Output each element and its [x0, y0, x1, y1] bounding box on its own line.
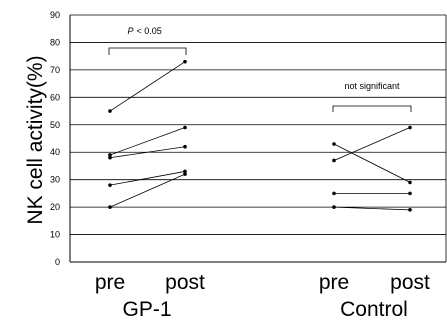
- subject-line: [109, 127, 186, 156]
- group-label: Control: [340, 298, 408, 321]
- data-point-post: [183, 144, 187, 149]
- data-point-pre: [108, 153, 112, 157]
- y-tick-label: 0: [55, 257, 60, 267]
- series-group-gp-1: [108, 59, 187, 209]
- axes: [69, 15, 447, 263]
- x-tick-label-pre: pre: [95, 271, 125, 294]
- data-point-pre: [332, 142, 336, 146]
- grid-lines: [70, 14, 446, 235]
- x-tick-label-pre: pre: [319, 271, 349, 294]
- y-tick-label: 90: [50, 10, 60, 20]
- significance-bracket: [332, 105, 412, 112]
- significance-bracket: [108, 47, 187, 55]
- data-point-pre: [108, 109, 112, 113]
- data-point-post: [183, 172, 187, 176]
- data-point-pre: [332, 191, 336, 196]
- data-point-post: [408, 208, 412, 212]
- data-point-post: [408, 125, 412, 130]
- annotations: P < 0.05 not significant: [108, 26, 412, 112]
- subject-line: [333, 127, 411, 161]
- subject-line: [109, 146, 186, 159]
- subject-line: [333, 206, 411, 211]
- data-point-pre: [108, 183, 112, 187]
- y-tick-label: 10: [50, 230, 60, 240]
- data-point-post: [183, 169, 187, 174]
- significance-text: not significant: [344, 81, 400, 91]
- p-value-text: < 0.05: [137, 26, 162, 36]
- series-group-control: [332, 125, 412, 212]
- category-labels: pre post GP-1 pre post Control: [95, 271, 430, 321]
- x-tick-label-post: post: [390, 271, 430, 294]
- data-point-post: [408, 180, 412, 185]
- data-point-pre: [108, 205, 112, 209]
- subject-line: [109, 61, 186, 112]
- data-point-post: [408, 191, 412, 196]
- subject-line: [109, 173, 186, 208]
- y-tick-label: 70: [50, 65, 60, 75]
- subject-line: [109, 171, 186, 186]
- data-point-pre: [332, 158, 336, 163]
- y-tick-label: 30: [50, 175, 60, 185]
- data-point-pre: [332, 205, 336, 209]
- data-series: [108, 59, 412, 212]
- y-axis-label: NK cell activity(%): [24, 55, 47, 224]
- y-tick-labels: 0 10 20 30 40 50 60 70 80 90: [50, 10, 60, 267]
- data-point-post: [183, 59, 187, 64]
- y-tick-label: 20: [50, 202, 60, 212]
- y-tick-label: 40: [50, 147, 60, 157]
- y-tick-label: 50: [50, 120, 60, 130]
- p-value-symbol: P: [128, 26, 134, 36]
- x-tick-label-post: post: [165, 271, 205, 294]
- y-tick-label: 60: [50, 92, 60, 102]
- y-tick-label: 80: [50, 37, 60, 47]
- subject-line: [333, 143, 411, 183]
- group-label: GP-1: [122, 298, 171, 321]
- data-point-pre: [108, 155, 112, 160]
- data-point-post: [183, 125, 187, 130]
